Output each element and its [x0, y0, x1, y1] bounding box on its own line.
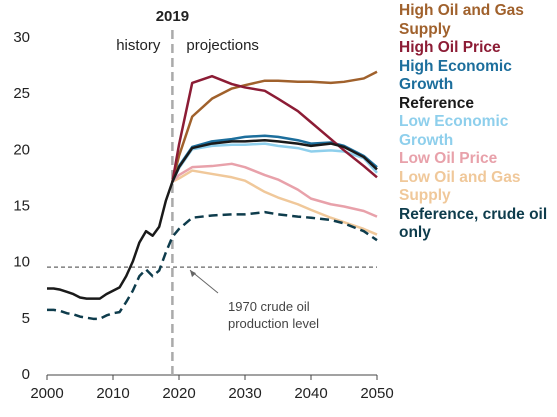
projections-label: projections	[186, 37, 259, 54]
legend-entry: Low Oil and Gas Supply	[399, 168, 521, 205]
legend-entry: High Economic Growth	[399, 57, 512, 94]
y-tick-label: 30	[13, 29, 30, 46]
y-tick-label: 20	[13, 141, 30, 158]
series-line	[171, 74, 378, 183]
series-line	[171, 142, 378, 183]
series-line	[47, 138, 378, 300]
x-tick-label: 2010	[96, 385, 129, 402]
y-tick-label: 15	[13, 197, 30, 214]
y-tick-label: 25	[13, 85, 30, 102]
legend-entry: High Oil and Gas Supply	[399, 2, 524, 38]
note-arrowhead	[190, 270, 196, 278]
legend-entry: Reference	[399, 94, 474, 112]
x-tick-label: 2020	[162, 385, 195, 402]
history-label: history	[116, 37, 161, 54]
series-line	[171, 162, 378, 218]
y-tick-label: 10	[13, 254, 30, 271]
x-tick-label: 2000	[30, 385, 63, 402]
legend-entry: High Oil Price	[399, 39, 501, 56]
legend-entry: Reference, crude oil only	[399, 205, 548, 242]
reference-note: 1970 crude oil production level	[228, 299, 320, 331]
y-tick-label: 0	[22, 366, 30, 383]
x-tick-label: 2030	[228, 385, 261, 402]
legend-entry: Low Economic Growth	[399, 113, 509, 149]
series-line	[47, 210, 378, 321]
y-tick-label: 5	[22, 310, 30, 327]
series-line	[171, 70, 378, 183]
series-line	[171, 134, 378, 183]
x-tick-label: 2050	[360, 385, 393, 402]
legend-entry: Low Oil Price	[399, 150, 498, 167]
x-tick-label: 2040	[294, 385, 327, 402]
legend: High Oil and Gas Supply High Oil Price Hig…	[399, 2, 554, 243]
divider-label: 2019	[156, 8, 189, 25]
series-line	[171, 169, 378, 236]
